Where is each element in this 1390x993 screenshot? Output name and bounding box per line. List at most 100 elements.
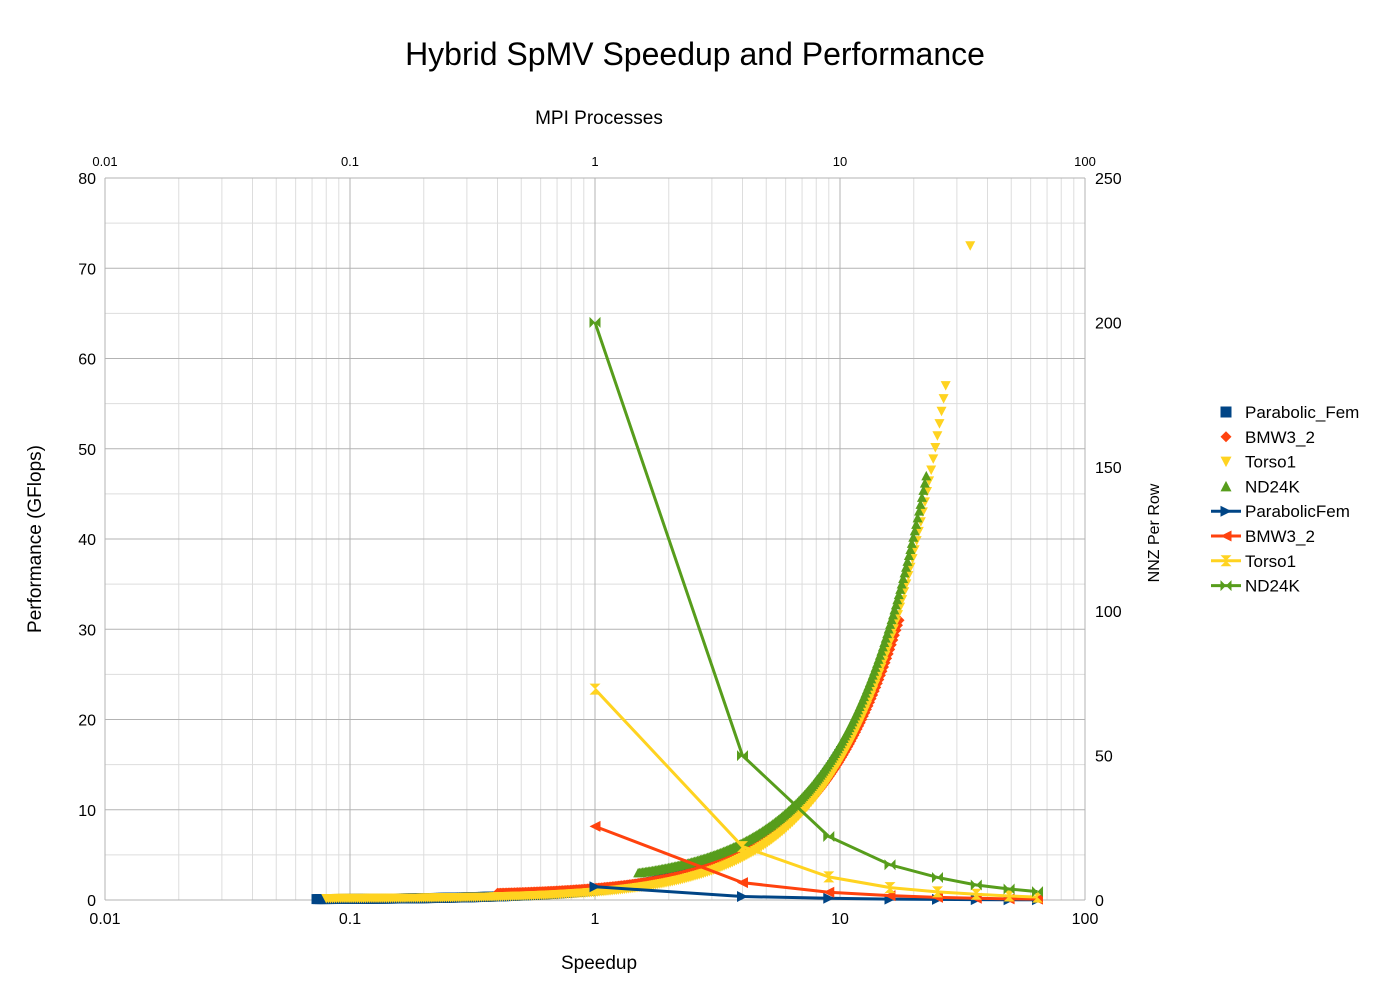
y-tick-label: 70 [78,261,96,278]
legend-label: Parabolic_Fem [1245,403,1359,422]
y-tick-label: 60 [78,352,96,369]
data-point [737,877,749,889]
legend-item: ND24K [1211,577,1300,596]
legend-marker [1220,406,1232,418]
data-point [911,519,922,529]
data-point [965,241,976,251]
legend-item: Torso1 [1220,453,1296,472]
data-point [737,841,749,853]
data-point [918,485,929,495]
y-axis-title: Performance (GFlops) [25,445,46,633]
legend-label: ND24K [1245,577,1300,596]
data-point [737,891,749,903]
legend-label: ND24K [1245,477,1300,496]
data-point [898,573,909,583]
data-point [908,532,919,542]
legend-label: BMW3_2 [1245,428,1315,447]
y-tick-label: 20 [78,713,96,730]
chart-title: Hybrid SpMV Speedup and Performance [405,36,985,72]
data-point [823,830,835,842]
data-point [936,406,947,417]
data-point [886,614,897,625]
data-point [899,567,910,578]
x-tick-label: 0.1 [339,911,361,928]
legend-item: ParabolicFem [1211,502,1350,521]
legend-item: ND24K [1220,477,1300,496]
data-point [931,886,943,898]
data-point [1003,890,1015,902]
y-tick-label: 10 [78,803,96,820]
legend-item: Torso1 [1211,552,1296,571]
data-point [589,316,601,328]
y-tick-label: 40 [78,532,96,549]
legend-label: ParabolicFem [1245,502,1350,521]
data-point [884,882,896,894]
data-point [934,419,945,429]
data-point [823,886,835,898]
data-point [823,871,835,883]
y-tick-label: 0 [87,893,96,910]
data-point [916,492,927,502]
data-point [914,506,925,516]
data-point [1003,883,1015,895]
x-axis-title: Speedup [561,953,637,974]
right-tick-label: 150 [1095,460,1122,477]
legend: Parabolic_Fem BMW3_2 Torso1 ND24K ParabolicF… [1211,403,1359,596]
data-point [1032,886,1044,898]
data-point [940,381,951,391]
legend-item: BMW3_2 [1211,527,1315,546]
data-point [895,584,906,594]
series-line [593,688,1038,899]
data-point [893,589,904,600]
data-point [906,538,917,548]
legend-marker [1220,505,1232,517]
right-axis-title: NNZ Per Row [1146,483,1163,582]
top-tick-label: 100 [1074,154,1096,169]
data-point [970,888,982,900]
data-point [902,556,913,566]
y-tick-label: 30 [78,622,96,639]
right-tick-label: 200 [1095,315,1122,332]
data-point [905,544,916,555]
right-tick-label: 250 [1095,171,1122,188]
top-tick-label: 0.1 [341,154,359,169]
x-tick-label: 10 [831,911,849,928]
data-point [903,550,914,561]
data-point [896,578,907,589]
legend-marker [1220,431,1232,443]
data-point [930,442,941,453]
legend-label: BMW3_2 [1245,527,1315,546]
data-point [890,599,901,610]
top-axis-title: MPI Processes [535,108,663,129]
grid [104,177,1086,901]
data-point [892,594,903,605]
legend-marker [1220,555,1232,567]
legend-item: BMW3_2 [1220,428,1315,447]
data-point [912,512,923,523]
x-tick-label: 1 [591,911,600,928]
data-point [901,562,912,572]
legend-marker [1220,480,1232,492]
data-point [970,879,982,891]
data-point [915,499,926,509]
series-line [594,824,1038,901]
y-tick-label: 80 [78,171,96,188]
data-point [823,892,835,904]
plot-area [311,241,1044,906]
series-torso1-scatter [321,241,976,904]
data-point [889,604,900,615]
data-point [938,394,949,404]
series-nd24k-line [589,316,1044,898]
data-point [921,470,932,481]
top-tick-label: 1 [591,154,598,169]
x-tick-label: 100 [1072,911,1099,928]
data-point [589,881,601,893]
data-point [928,454,939,464]
top-tick-label: 0.01 [92,154,117,169]
right-tick-label: 100 [1095,604,1122,621]
data-point [909,525,920,536]
data-point [926,465,937,476]
legend-marker [1220,456,1232,468]
legend-item: Parabolic_Fem [1220,403,1359,422]
